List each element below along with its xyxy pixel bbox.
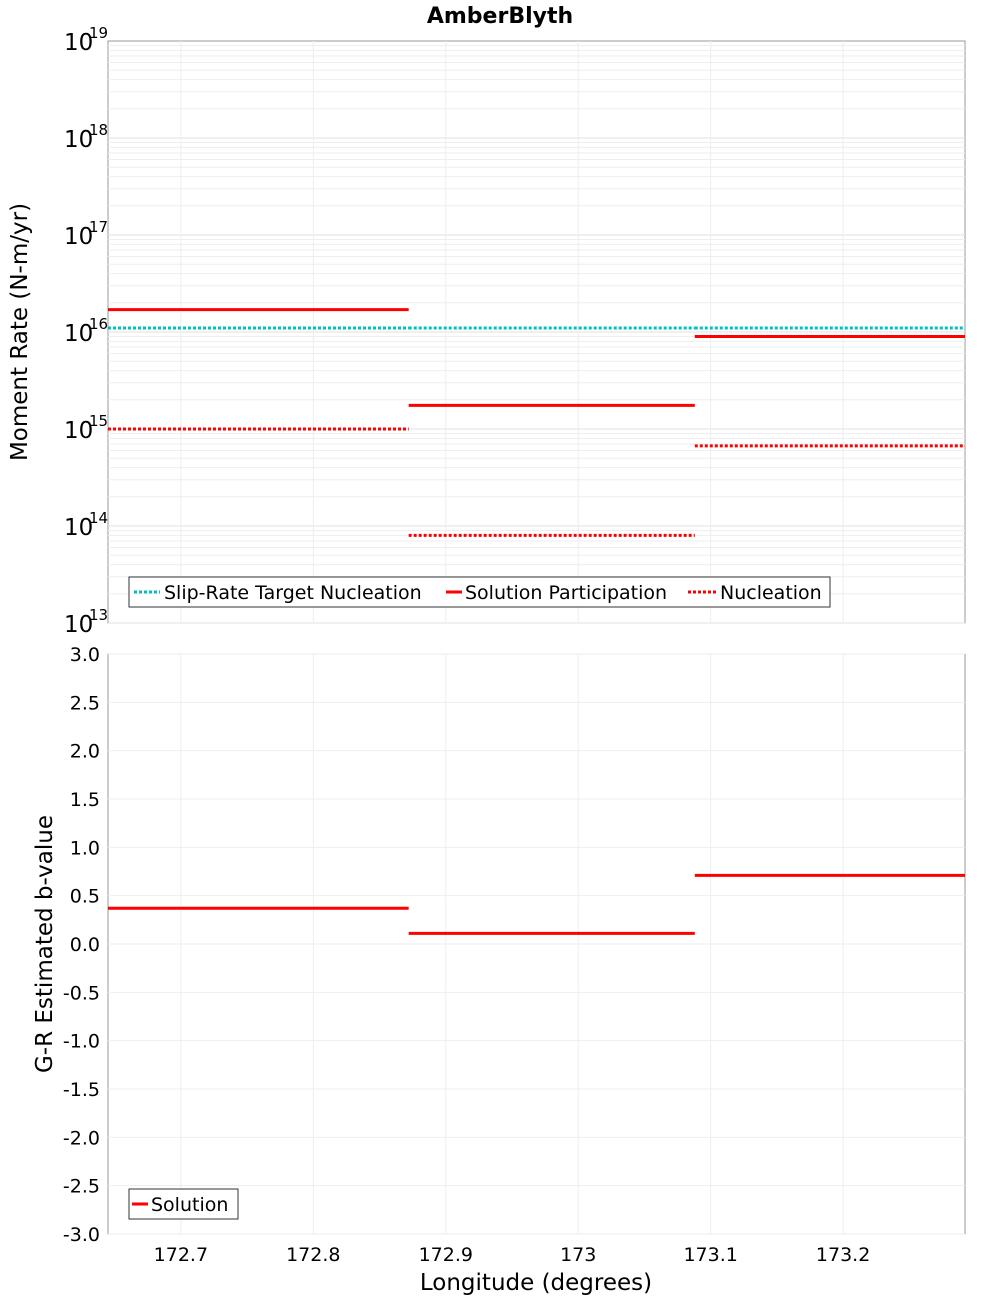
bottom-y-tick-label: -2.0 [63,1127,100,1149]
bottom-y-tick-label: -1.0 [63,1031,100,1053]
top-y-tick-label: 10 [64,515,93,541]
top-y-tick-exponent: 17 [89,218,108,236]
bottom-x-ticks: 172.7 172.8 172.9 173 173.1 173.2 [154,1244,871,1266]
top-y-tick-label: 10 [64,224,93,250]
bottom-panel: 3.0 2.5 2.0 1.5 1.0 0.5 0.0 -0.5 -1.0 -1.5 -2.0 -2.… [32,644,966,1296]
legend-label-slip-rate-target: Slip-Rate Target Nucleation [164,582,422,604]
bottom-y-tick-label: 1.5 [70,789,100,811]
top-legend: Slip-Rate Target Nucleation Solution Par… [128,576,831,608]
bottom-y-tick-label: -2.5 [63,1176,100,1198]
top-y-tick-label: 10 [64,30,93,56]
bottom-y-tick-label: 0.0 [70,934,100,956]
chart-title: AmberBlyth [427,4,573,29]
top-y-tick-exponent: 13 [89,606,108,624]
top-y-tick-exponent: 14 [89,509,108,527]
bottom-y-ticks: 3.0 2.5 2.0 1.5 1.0 0.5 0.0 -0.5 -1.0 -1.5 -2.0 -2.… [63,644,100,1246]
bottom-series [108,873,965,935]
top-y-tick-exponent: 15 [89,412,108,430]
bottom-grid [108,653,965,1235]
legend-label-solution-participation: Solution Participation [465,582,667,604]
x-tick-label: 173 [560,1244,596,1266]
x-tick-label: 172.7 [154,1244,208,1266]
legend-label-solution: Solution [151,1194,228,1216]
bottom-y-tick-label: 3.0 [70,644,100,666]
top-y-tick-label: 10 [64,612,93,638]
x-axis-label: Longitude (degrees) [420,1270,652,1296]
top-y-axis-label: Moment Rate (N-m/yr) [7,203,33,461]
x-tick-label: 172.9 [419,1244,473,1266]
x-tick-label: 173.2 [816,1244,870,1266]
bottom-y-axis-label: G-R Estimated b-value [32,815,58,1073]
bottom-y-tick-label: -3.0 [63,1224,100,1246]
bottom-y-tick-label: 0.5 [70,886,100,908]
top-grid [108,41,965,624]
bottom-y-tick-label: 1.0 [70,837,100,859]
x-tick-label: 172.8 [286,1244,340,1266]
top-y-tick-label: 10 [64,321,93,347]
bottom-y-tick-label: 2.0 [70,741,100,763]
x-tick-label: 173.1 [683,1244,737,1266]
top-series [108,308,965,537]
top-y-tick-exponent: 16 [89,315,108,333]
bottom-y-tick-label: 2.5 [70,692,100,714]
bottom-legend: Solution [128,1188,239,1220]
top-y-tick-label: 10 [64,127,93,153]
bottom-y-tick-label: -0.5 [63,982,100,1004]
top-y-tick-exponent: 18 [89,121,108,139]
top-y-tick-exponent: 19 [89,24,108,42]
bottom-y-tick-label: -1.5 [63,1079,100,1101]
top-y-tick-label: 10 [64,418,93,444]
legend-label-nucleation: Nucleation [720,582,822,604]
